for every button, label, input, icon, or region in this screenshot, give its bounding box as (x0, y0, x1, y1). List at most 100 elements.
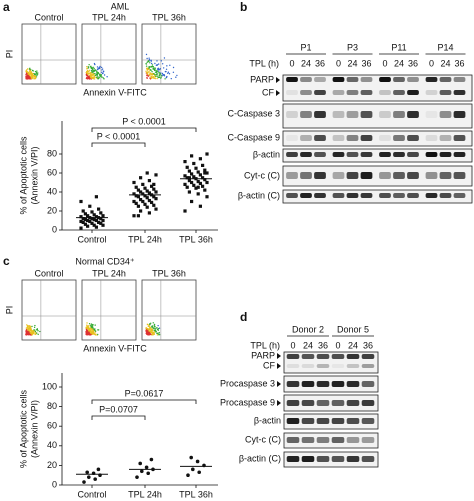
data-point (190, 172, 194, 176)
data-point (90, 221, 94, 225)
data-point (88, 219, 92, 224)
flow-dot (33, 330, 35, 332)
band (393, 111, 405, 118)
data-point (190, 154, 194, 158)
flow-dot (92, 73, 95, 75)
flow-dot (90, 67, 93, 70)
data-point (79, 215, 83, 219)
flow-dot (150, 328, 152, 330)
flow-dot (93, 67, 95, 70)
flow-dot (37, 72, 39, 74)
data-point (147, 198, 151, 203)
flow-dot (25, 77, 28, 79)
band (346, 437, 360, 443)
flow-dot (89, 72, 91, 75)
y-tick-label: 40 (47, 186, 57, 196)
flow-dot (146, 329, 148, 331)
band (360, 111, 373, 118)
flow-dot (167, 72, 169, 74)
data-point (150, 200, 154, 205)
row-label: C-Caspase 3 (227, 108, 280, 118)
data-point (145, 205, 149, 209)
data-point (183, 160, 187, 164)
row-label: β-actin (254, 415, 281, 425)
flow-dot (147, 333, 149, 335)
flow-dot (148, 328, 151, 331)
data-point (83, 212, 87, 216)
flow-dot (150, 77, 153, 80)
data-point (154, 190, 158, 194)
flow-dot (87, 327, 89, 329)
flow-dot (28, 332, 30, 334)
band (346, 77, 359, 82)
data-point (101, 218, 105, 223)
row-label: Cyt-c (C) (245, 434, 281, 444)
time-label: 36 (361, 58, 371, 68)
data-point (154, 197, 158, 201)
data-point (136, 195, 140, 199)
band (393, 193, 405, 198)
flow-dot (164, 70, 167, 73)
data-point (185, 185, 189, 189)
flow-dot (33, 326, 36, 329)
data-point (136, 188, 140, 192)
data-point (183, 182, 187, 186)
flow-dot (147, 330, 149, 333)
row-label: PARP (251, 350, 275, 360)
flow-dot (147, 325, 150, 328)
flow-label: TPL 36h (152, 268, 186, 278)
flow-dot (26, 331, 28, 334)
data-point (139, 176, 143, 180)
flow-dot (88, 76, 91, 78)
time-label: 0 (289, 58, 294, 68)
flow-dot (151, 76, 153, 78)
data-point (96, 467, 101, 472)
data-point (135, 475, 139, 479)
band (316, 400, 330, 406)
flow-dot (102, 70, 105, 72)
data-point (192, 183, 196, 187)
data-point (198, 204, 202, 208)
flow-dot (156, 328, 159, 331)
band (286, 400, 300, 406)
flow-label: Control (34, 268, 63, 278)
band (300, 90, 312, 95)
data-point (145, 196, 149, 200)
row-label: β-actin (C) (238, 190, 280, 200)
group-label: P1 (300, 42, 311, 52)
flow-dot (31, 333, 33, 335)
band (301, 354, 315, 359)
band (331, 400, 345, 406)
flow-dot (175, 76, 177, 78)
flow-dot (92, 330, 94, 333)
time-label: 24 (347, 58, 357, 68)
data-point (93, 477, 97, 481)
band (425, 111, 438, 118)
data-point (86, 224, 90, 228)
flow-dot (27, 77, 29, 80)
flow-dot (176, 74, 178, 77)
flow-dot (30, 73, 33, 76)
flow-dot (155, 70, 158, 72)
band (346, 172, 359, 179)
flow-dot (156, 73, 158, 76)
flow-dot (26, 327, 29, 329)
flow-dot (88, 331, 90, 333)
data-point (87, 475, 91, 479)
data-point (154, 173, 158, 177)
flow-dot (29, 69, 31, 71)
band (393, 152, 405, 157)
band (425, 152, 438, 157)
flow-dot (87, 67, 90, 69)
flow-dot (156, 75, 158, 77)
flow-dot (145, 53, 148, 56)
flow-dot (85, 333, 87, 335)
flow-dot (147, 75, 150, 77)
band (332, 135, 345, 141)
flow-dot (160, 75, 162, 77)
flow-dot (153, 73, 156, 75)
flow-dot (93, 70, 96, 72)
flow-dot (85, 77, 88, 80)
flow-dot (87, 75, 89, 78)
blot-box (282, 130, 473, 147)
